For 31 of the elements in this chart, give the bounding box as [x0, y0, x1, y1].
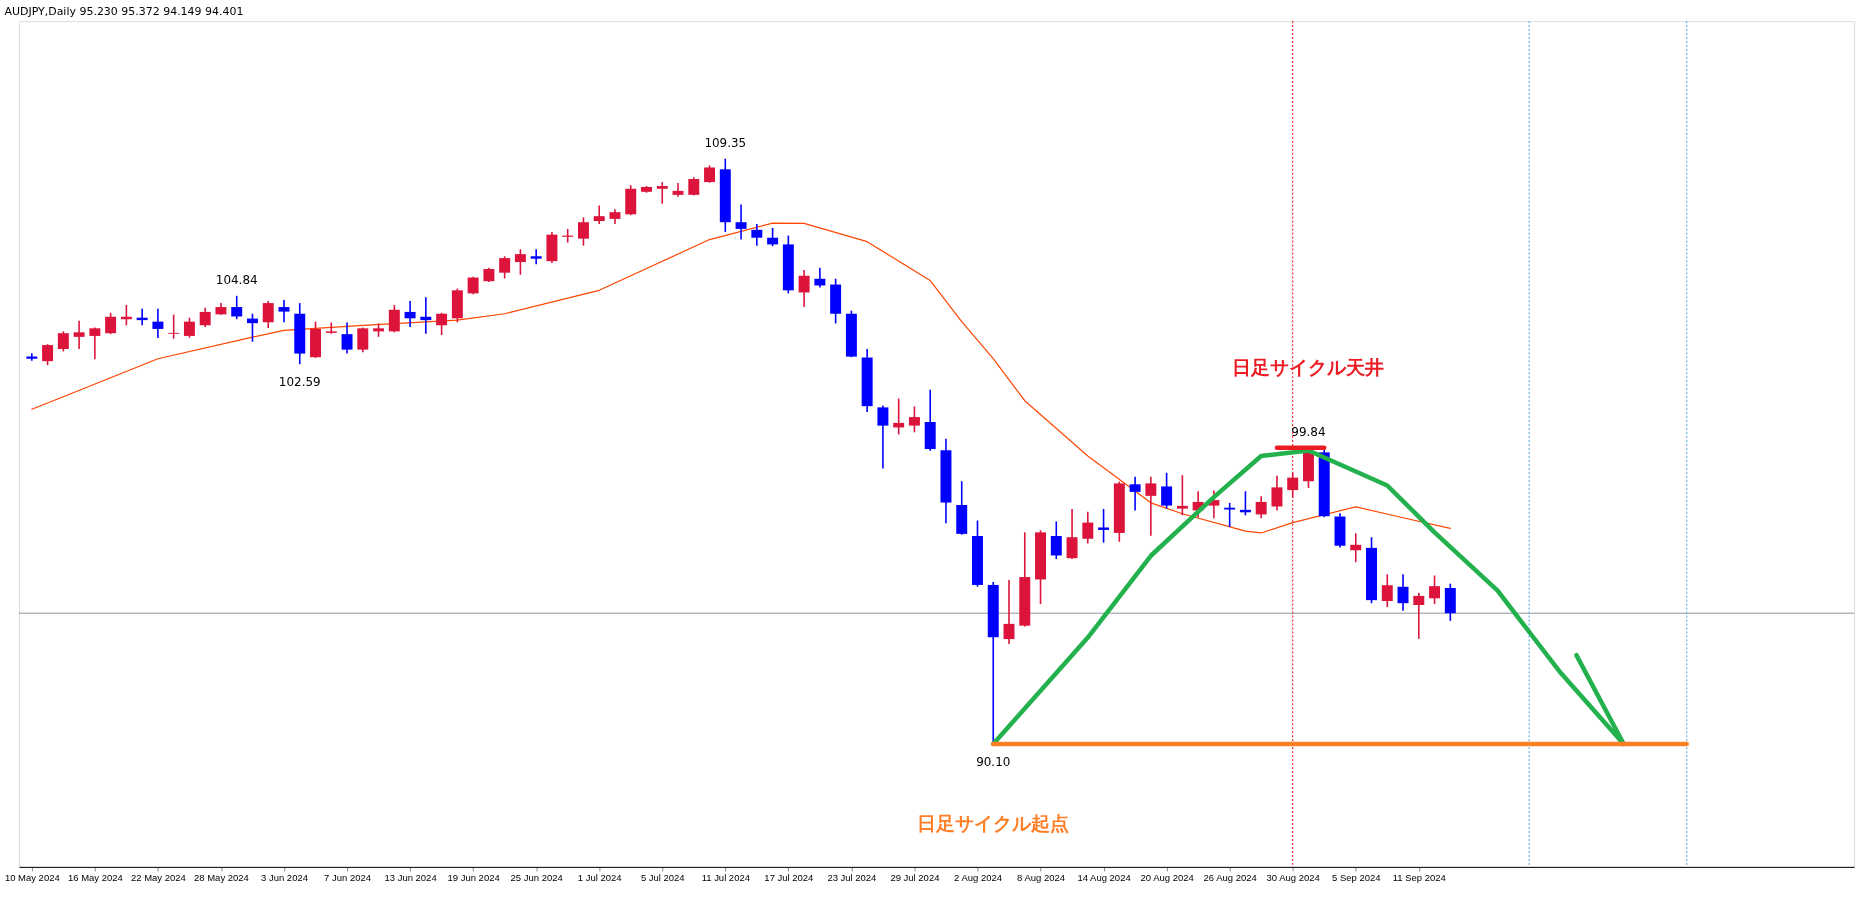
annotation: 102.59 [278, 375, 321, 390]
x-tick-label: 26 Aug 2024 [1203, 872, 1257, 884]
annotation: 90.10 [976, 754, 1011, 769]
annotation: 99.84 [1291, 424, 1326, 439]
x-tick-label: 3 Jun 2024 [261, 872, 308, 884]
annotation: 日足サイクル天井 [1232, 356, 1385, 379]
x-tick-label: 22 May 2024 [131, 872, 186, 884]
x-tick-label: 10 May 2024 [4, 872, 60, 884]
x-tick-label: 5 Sep 2024 [1332, 872, 1381, 884]
x-tick-label: 1 Jul 2024 [577, 872, 622, 884]
x-tick-label: 30 Aug 2024 [1266, 872, 1320, 884]
x-tick-label: 7 Jun 2024 [324, 872, 371, 884]
x-tick-label: 5 Jul 2024 [640, 872, 685, 884]
x-tick-label: 23 Jul 2024 [827, 872, 877, 884]
chart-title: AUDJPY,Daily 95.230 95.372 94.149 94.401 [4, 4, 244, 18]
x-tick-label: 19 Jun 2024 [447, 872, 500, 884]
x-tick-label: 25 Jun 2024 [510, 872, 563, 884]
x-tick-label: 11 Sep 2024 [1392, 872, 1446, 884]
x-tick-label: 28 May 2024 [194, 872, 249, 884]
annotation: 104.84 [215, 272, 258, 287]
x-tick-label: 8 Aug 2024 [1017, 872, 1065, 884]
text: 日足サイクル起点 [917, 811, 1070, 834]
x-tick-label: 17 Jul 2024 [764, 872, 814, 884]
x-tick-label: 2 Aug 2024 [954, 872, 1002, 884]
x-tick-label: 14 Aug 2024 [1077, 872, 1131, 884]
x-tick-label: 13 Jun 2024 [384, 872, 437, 884]
x-tick-label: 16 May 2024 [67, 872, 123, 884]
x-tick-label: 11 Jul 2024 [701, 872, 750, 884]
x-tick-label: 29 Jul 2024 [890, 872, 940, 884]
annotation: 109.35 [704, 135, 747, 150]
x-tick-label: 20 Aug 2024 [1140, 872, 1194, 884]
